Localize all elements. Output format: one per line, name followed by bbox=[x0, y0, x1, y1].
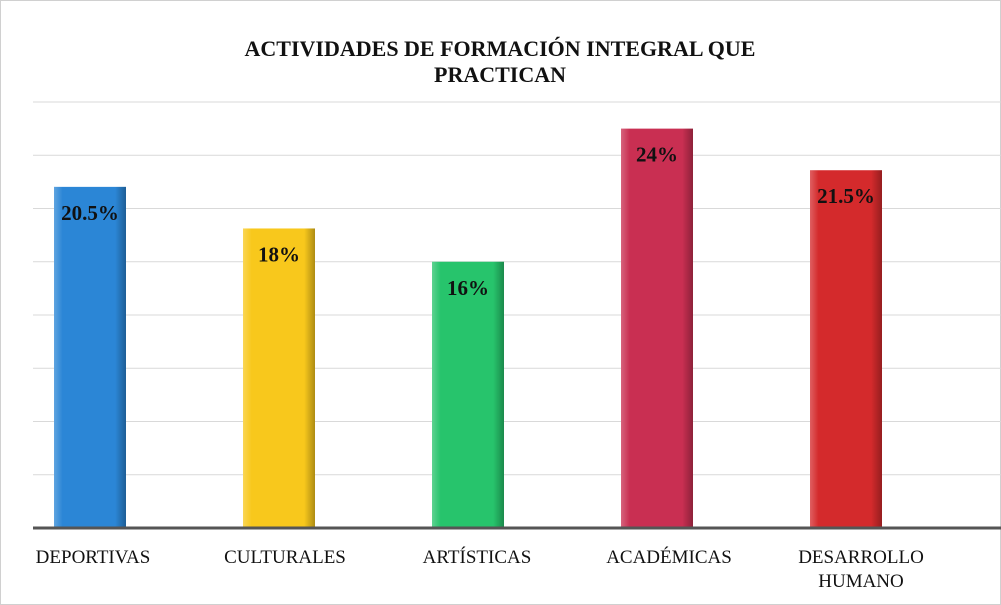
x-tick-label: DEPORTIVAS bbox=[35, 547, 151, 568]
bar-shade bbox=[621, 128, 693, 528]
x-tick-label: ACADÉMICAS bbox=[606, 547, 732, 568]
chart-title: ACTIVIDADES DE FORMACIÓN INTEGRAL QUE PR… bbox=[244, 36, 756, 87]
data-label: 18% bbox=[258, 242, 300, 266]
data-label: 24% bbox=[636, 143, 678, 167]
x-tick-label: CULTURALES bbox=[224, 547, 346, 568]
data-label: 20.5% bbox=[61, 201, 119, 225]
data-label: 21.5% bbox=[817, 184, 875, 208]
data-label: 16% bbox=[447, 276, 489, 300]
x-tick-label: ARTÍSTICAS bbox=[422, 547, 532, 568]
bar-shade bbox=[810, 170, 882, 528]
x-tick-label: DESARROLLO HUMANO bbox=[798, 547, 924, 592]
bar-shade bbox=[243, 228, 315, 528]
bar-shade bbox=[54, 186, 126, 528]
bar-shade bbox=[432, 261, 504, 528]
